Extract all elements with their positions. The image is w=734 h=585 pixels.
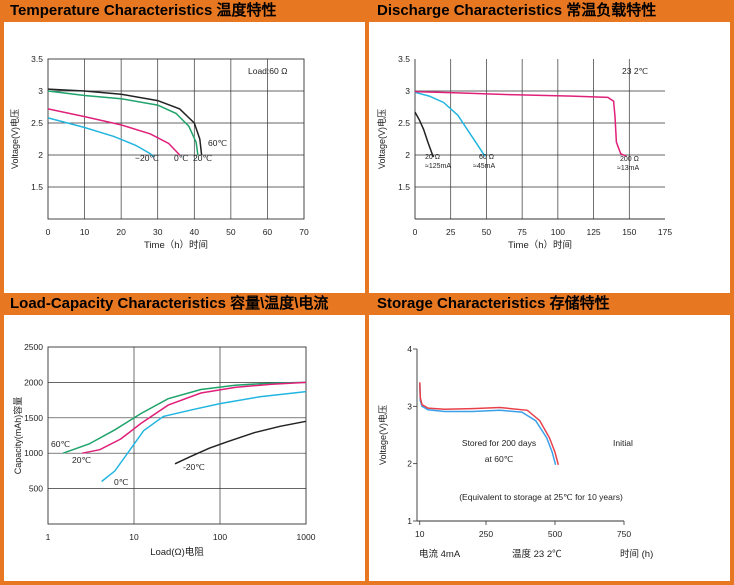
panel-title-storage: Storage Characteristics 存储特性 (377, 295, 610, 312)
y-tick-label: 1.5 (31, 182, 43, 192)
x-tick-label: 10 (80, 227, 90, 237)
x-tick-label: 1000 (297, 532, 316, 542)
y-axis-title: Capacity(mAh)容量 (12, 397, 23, 475)
y-tick-label: 500 (29, 484, 43, 494)
y-axis-title: Voltage(V)电压 (377, 405, 388, 465)
x-tick-label: 0 (413, 227, 418, 237)
x-tick-label: 50 (226, 227, 236, 237)
x-axis-title: Time（h）时间 (144, 239, 208, 251)
panel-title-load: Load-Capacity Characteristics 容量\温度\电流 (10, 295, 329, 312)
series-line (101, 390, 307, 483)
series-label: ≈45mA (473, 163, 495, 170)
x-tick-label: 250 (479, 529, 493, 539)
series-label: -20℃ (183, 462, 205, 472)
x-tick-label: 125 (586, 227, 600, 237)
x-axis-title: Time（h）时间 (508, 239, 572, 251)
right-border (730, 0, 734, 585)
x-tick-label: 30 (153, 227, 163, 237)
y-tick-label: 3 (407, 401, 412, 411)
series-line (419, 384, 557, 465)
x-tick-label: 150 (622, 227, 636, 237)
y-tick-label: 2.5 (31, 118, 43, 128)
x-tick-label: 750 (617, 529, 631, 539)
series-label: 60℃ (208, 138, 227, 148)
series-label: 23 2℃ (622, 66, 649, 76)
annotation-equivalent: (Equivalent to storage at 25℃ for 10 yea… (459, 492, 623, 502)
footer-temperature: 温度 23 2℃ (512, 548, 562, 560)
x-tick-label: 70 (299, 227, 309, 237)
y-tick-label: 2 (38, 150, 43, 160)
load-capacity-chart: 1 10 100 1000 500 1000 1500 2000 2500 Capacity(mA… (12, 342, 316, 558)
left-border (0, 0, 4, 585)
footer-time: 时间 (h) (620, 548, 653, 560)
y-tick-label: 1 (407, 516, 412, 526)
series-line (47, 117, 155, 158)
y-tick-label: 1000 (24, 448, 43, 458)
x-tick-label: 1 (46, 532, 51, 542)
annotation-initial: Initial (613, 438, 633, 448)
center-divider (365, 0, 369, 585)
series-line (414, 91, 486, 157)
series-line (47, 108, 181, 156)
series-line (47, 90, 199, 156)
panel-title-discharge: Discharge Characteristics 常温负载特性 (377, 2, 657, 19)
series-label: ≈125mA (425, 163, 451, 170)
annotation-stored: Stored for 200 days (462, 438, 536, 448)
series-label: 0℃ (114, 477, 129, 487)
series-label: −20℃ (135, 153, 159, 163)
y-tick-label: 2.5 (398, 118, 410, 128)
series-label: 20℃ (193, 153, 212, 163)
panel-title-temperature: Temperature Characteristics 温度特性 (10, 2, 277, 19)
y-tick-label: 2000 (24, 377, 43, 387)
series-label: 200 Ω (620, 156, 639, 163)
series-line (82, 381, 307, 454)
x-axis-title: Load(Ω)电阻 (150, 546, 204, 558)
series-label: ≈13mA (617, 165, 639, 172)
series-line (47, 88, 203, 156)
y-tick-label: 3.5 (398, 54, 410, 64)
y-tick-label: 2500 (24, 342, 43, 352)
x-tick-label: 25 (446, 227, 456, 237)
y-tick-label: 1.5 (398, 182, 410, 192)
footer-current: 电流 4mA (419, 548, 461, 560)
series-line (414, 90, 627, 157)
x-tick-label: 500 (548, 529, 562, 539)
y-axis-title: Voltage(V)电压 (376, 109, 387, 169)
y-tick-label: 3.5 (31, 54, 43, 64)
x-tick-label: 50 (482, 227, 492, 237)
annotation-temperature: at 60℃ (485, 454, 514, 464)
storage-chart: 10 250 500 750 1 2 3 4 Voltage(V)电压 Stored for 20… (377, 344, 653, 560)
x-tick-label: 100 (551, 227, 565, 237)
series-line (174, 420, 307, 465)
series-line (62, 381, 307, 454)
y-tick-label: 2 (407, 459, 412, 469)
x-tick-label: 60 (263, 227, 273, 237)
series-line (414, 111, 435, 158)
y-axis-title: Voltage(V)电压 (9, 109, 20, 169)
x-tick-label: 0 (46, 227, 51, 237)
series-label: 20 Ω (425, 154, 440, 161)
y-tick-label: 3 (38, 86, 43, 96)
series-label: Load:60 Ω (248, 66, 287, 76)
x-tick-label: 40 (190, 227, 200, 237)
plot-frame (47, 58, 305, 220)
y-tick-label: 2 (405, 150, 410, 160)
x-tick-label: 75 (517, 227, 527, 237)
temperature-chart: 0 10 20 30 40 50 60 70 1.5 2 2.5 3 3.5 Voltage(V)电压 Ti… (9, 54, 309, 251)
discharge-chart: 0 25 50 75 100 125 150 175 1.5 2 2.5 3 3.5 Voltage(V)… (376, 54, 672, 251)
x-tick-label: 20 (116, 227, 126, 237)
x-tick-label: 10 (129, 532, 139, 542)
x-tick-label: 175 (658, 227, 672, 237)
y-tick-label: 4 (407, 344, 412, 354)
y-tick-label: 1500 (24, 413, 43, 423)
series-label: 20℃ (72, 455, 91, 465)
x-tick-label: 10 (415, 529, 425, 539)
series-label: 60 Ω (479, 154, 494, 161)
series-label: 60℃ (51, 439, 70, 449)
plot-frame (47, 346, 307, 525)
series-line (419, 382, 560, 465)
series-label: 0℃ (174, 153, 189, 163)
y-tick-label: 3 (405, 86, 410, 96)
x-tick-label: 100 (213, 532, 227, 542)
